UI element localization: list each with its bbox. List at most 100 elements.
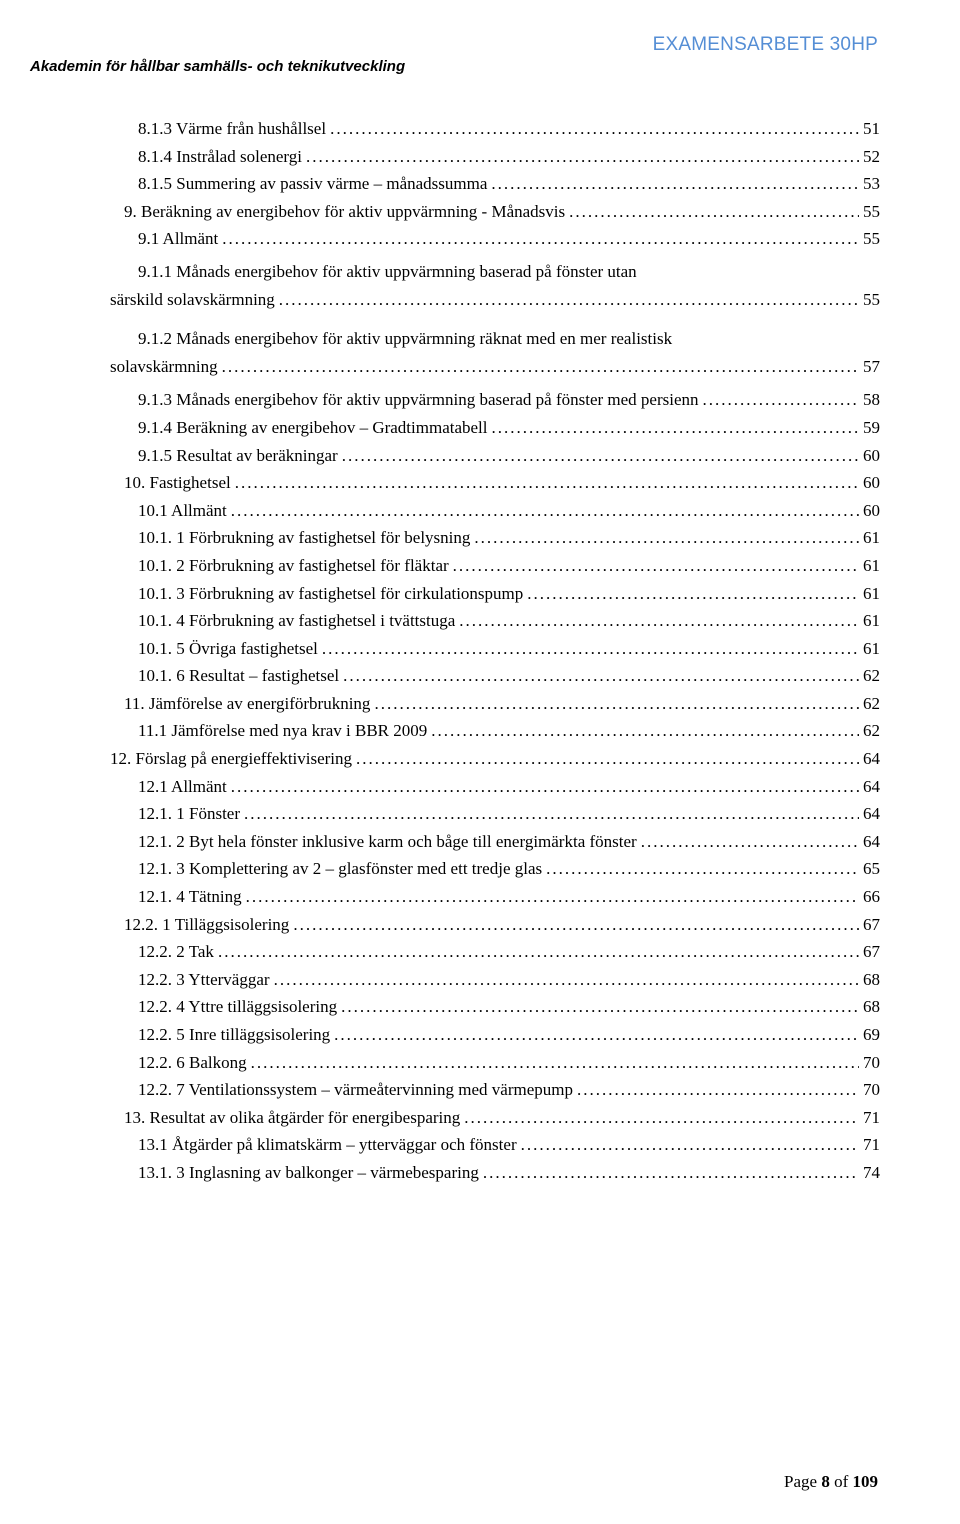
toc-leader bbox=[459, 612, 859, 629]
toc-leader bbox=[492, 419, 859, 436]
toc-entry: 12. Förslag på energieffektivisering64 bbox=[110, 750, 880, 767]
footer-total: 109 bbox=[853, 1472, 879, 1491]
toc-leader bbox=[244, 805, 859, 822]
document-page: Akademin för hållbar samhälls- och tekni… bbox=[0, 0, 960, 1524]
toc-entry: 9.1.5 Resultat av beräkningar60 bbox=[110, 447, 880, 464]
toc-page-number: 65 bbox=[863, 860, 880, 877]
toc-entry: 10.1. 5 Övriga fastighetsel 61 bbox=[110, 640, 880, 657]
toc-page-number: 52 bbox=[863, 148, 880, 165]
page-footer: Page 8 of 109 bbox=[784, 1472, 878, 1492]
toc-page-number: 61 bbox=[863, 640, 880, 657]
toc-leader bbox=[464, 1109, 859, 1126]
toc-page-number: 60 bbox=[863, 502, 880, 519]
toc-label-line1: 9.1.1 Månads energibehov för aktiv uppvä… bbox=[138, 258, 880, 286]
toc-leader bbox=[527, 585, 859, 602]
toc-page-number: 58 bbox=[863, 391, 880, 408]
toc-leader bbox=[356, 750, 859, 767]
toc-leader bbox=[641, 833, 859, 850]
toc-leader bbox=[483, 1164, 859, 1181]
toc-entry: 8.1.4 Instrålad solenergi 52 bbox=[110, 148, 880, 165]
toc-label: särskild solavskärmning bbox=[110, 286, 275, 314]
toc-label-line2-row: särskild solavskärmning 55 bbox=[110, 286, 880, 314]
toc-leader bbox=[569, 203, 859, 220]
toc-page-number: 74 bbox=[863, 1164, 880, 1181]
toc-entry: 9.1.2 Månads energibehov för aktiv uppvä… bbox=[110, 325, 880, 381]
toc-page-number: 59 bbox=[863, 419, 880, 436]
toc-entry: 12.2. 5 Inre tilläggsisolering69 bbox=[110, 1026, 880, 1043]
toc-label: 11. Jämförelse av energiförbrukning bbox=[124, 695, 370, 712]
toc-leader bbox=[235, 474, 859, 491]
toc-label: 12.1. 3 Komplettering av 2 – glasfönster… bbox=[138, 860, 542, 877]
toc-leader bbox=[306, 148, 859, 165]
toc-label: 10.1. 4 Förbrukning av fastighetsel i tv… bbox=[138, 612, 455, 629]
toc-page-number: 55 bbox=[863, 286, 880, 314]
toc-entry: 9.1.1 Månads energibehov för aktiv uppvä… bbox=[110, 258, 880, 314]
toc-leader bbox=[322, 640, 859, 657]
toc-label: 10.1. 6 Resultat – fastighetsel bbox=[138, 667, 339, 684]
toc-entry: 12.1 Allmänt64 bbox=[110, 778, 880, 795]
toc-entry: 12.1. 2 Byt hela fönster inklusive karm … bbox=[110, 833, 880, 850]
toc-entry: 12.1. 3 Komplettering av 2 – glasfönster… bbox=[110, 860, 880, 877]
footer-page-num: 8 bbox=[821, 1472, 830, 1491]
toc-page-number: 57 bbox=[863, 353, 880, 381]
toc-leader bbox=[474, 529, 859, 546]
toc-page-number: 64 bbox=[863, 833, 880, 850]
toc-label: 13.1. 3 Inglasning av balkonger – värmeb… bbox=[138, 1164, 479, 1181]
toc-label: 9. Beräkning av energibehov för aktiv up… bbox=[124, 203, 565, 220]
toc-leader bbox=[293, 916, 859, 933]
toc-page-number: 61 bbox=[863, 557, 880, 574]
header-left-text: Akademin för hållbar samhälls- och tekni… bbox=[30, 58, 405, 75]
toc-page-number: 64 bbox=[863, 750, 880, 767]
toc-entry: 13. Resultat av olika åtgärder för energ… bbox=[110, 1109, 880, 1126]
toc-label-line1: 9.1.2 Månads energibehov för aktiv uppvä… bbox=[138, 325, 880, 353]
toc-label: 8.1.4 Instrålad solenergi bbox=[138, 148, 302, 165]
toc-entry: 10.1. 3 Förbrukning av fastighetsel för … bbox=[110, 585, 880, 602]
toc-leader bbox=[546, 860, 859, 877]
toc-page-number: 51 bbox=[863, 120, 880, 137]
toc-leader bbox=[491, 175, 859, 192]
toc-page-number: 70 bbox=[863, 1054, 880, 1071]
toc-entry: 13.1. 3 Inglasning av balkonger – värmeb… bbox=[110, 1164, 880, 1181]
toc-page-number: 60 bbox=[863, 447, 880, 464]
toc-label-line2-row: solavskärmning57 bbox=[110, 353, 880, 381]
toc-leader bbox=[453, 557, 859, 574]
toc-leader bbox=[330, 120, 859, 137]
toc-leader bbox=[341, 998, 859, 1015]
toc-leader bbox=[231, 502, 859, 519]
toc-page-number: 61 bbox=[863, 529, 880, 546]
header-right-text: EXAMENSARBETE 30HP bbox=[653, 34, 878, 56]
toc-page-number: 53 bbox=[863, 175, 880, 192]
toc-leader bbox=[279, 286, 859, 314]
toc-entry: 10.1. 4 Förbrukning av fastighetsel i tv… bbox=[110, 612, 880, 629]
toc-label: 10.1 Allmänt bbox=[138, 502, 227, 519]
toc-entry: 12.2. 4 Yttre tilläggsisolering68 bbox=[110, 998, 880, 1015]
toc-entry: 8.1.3 Värme från hushållsel51 bbox=[110, 120, 880, 137]
toc-page-number: 61 bbox=[863, 612, 880, 629]
toc-leader bbox=[343, 667, 859, 684]
toc-page-number: 71 bbox=[863, 1109, 880, 1126]
toc-entry: 8.1.5 Summering av passiv värme – månads… bbox=[110, 175, 880, 192]
toc-label: 8.1.5 Summering av passiv värme – månads… bbox=[138, 175, 487, 192]
toc-entry: 10.1. 1 Förbrukning av fastighetsel för … bbox=[110, 529, 880, 546]
toc-entry: 9. Beräkning av energibehov för aktiv up… bbox=[110, 203, 880, 220]
toc-page-number: 62 bbox=[863, 695, 880, 712]
toc-page-number: 67 bbox=[863, 943, 880, 960]
toc-label: 12.2. 7 Ventilationssystem – värmeåtervi… bbox=[138, 1081, 573, 1098]
toc-leader bbox=[222, 353, 859, 381]
toc-page-number: 64 bbox=[863, 778, 880, 795]
toc-label: 13.1 Åtgärder på klimatskärm – yttervägg… bbox=[138, 1136, 517, 1153]
toc-entry: 11.1 Jämförelse med nya krav i BBR 20096… bbox=[110, 722, 880, 739]
toc-leader bbox=[218, 943, 859, 960]
toc-label: 12.2. 4 Yttre tilläggsisolering bbox=[138, 998, 337, 1015]
toc-entry: 12.2. 3 Ytterväggar68 bbox=[110, 971, 880, 988]
table-of-contents: 8.1.3 Värme från hushållsel51 8.1.4 Instr… bbox=[110, 120, 880, 1181]
toc-label: 12.1. 1 Fönster bbox=[138, 805, 240, 822]
toc-label: 10.1. 5 Övriga fastighetsel bbox=[138, 640, 318, 657]
toc-page-number: 69 bbox=[863, 1026, 880, 1043]
toc-entry: 10. Fastighetsel60 bbox=[110, 474, 880, 491]
toc-entry: 9.1.4 Beräkning av energibehov – Gradtim… bbox=[110, 419, 880, 436]
toc-page-number: 60 bbox=[863, 474, 880, 491]
footer-of: of bbox=[830, 1472, 853, 1491]
toc-page-number: 62 bbox=[863, 667, 880, 684]
toc-label: 12.1. 4 Tätning bbox=[138, 888, 242, 905]
